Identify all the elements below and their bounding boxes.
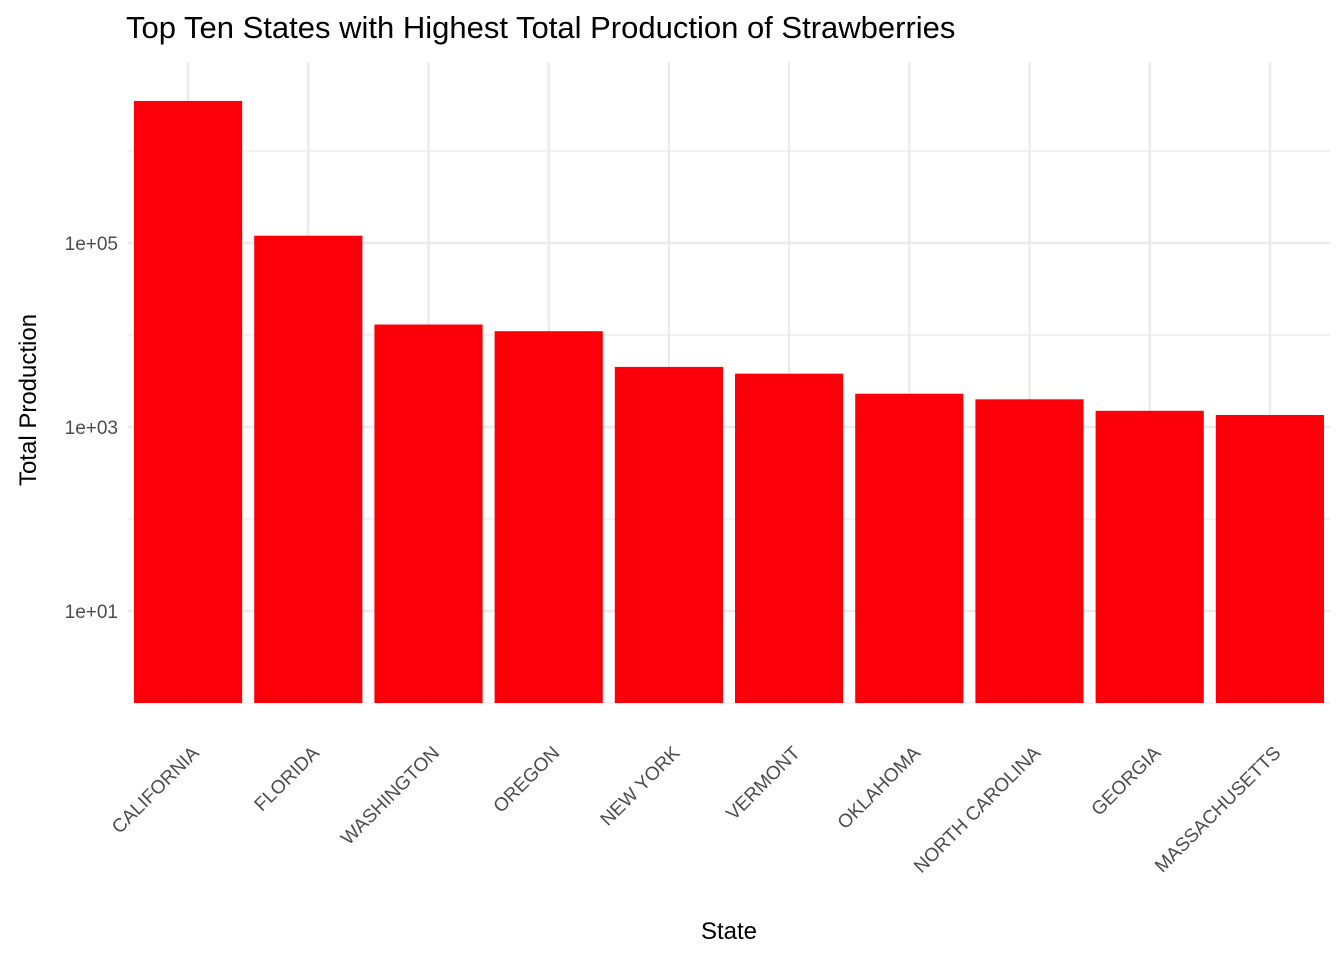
y-axis-ticks: 1e+01 1e+03 1e+05: [65, 234, 118, 623]
x-tick-label: VERMONT: [723, 742, 805, 824]
x-tick-label: MASSACHUSETTS: [1151, 743, 1285, 877]
bars: [134, 100, 1324, 703]
x-axis-ticks: CALIFORNIA FLORIDA WASHINGTON OREGON NEW YOR…: [108, 742, 1285, 877]
x-tick-label: GEORGIA: [1088, 742, 1166, 820]
x-tick-label: OREGON: [490, 743, 565, 818]
bar-vermont: [735, 373, 844, 703]
bar-washington: [374, 324, 483, 703]
x-tick-label: OKLAHOMA: [834, 742, 925, 833]
bar-oklahoma: [855, 393, 964, 703]
bar-florida: [254, 235, 363, 703]
chart-title: Top Ten States with Highest Total Produc…: [126, 10, 955, 45]
y-axis-title: Total Production: [15, 314, 42, 486]
y-tick-label: 1e+01: [65, 602, 118, 623]
x-tick-label: CALIFORNIA: [108, 742, 204, 838]
x-axis-title: State: [701, 918, 757, 945]
x-tick-label: NORTH CAROLINA: [910, 742, 1045, 877]
x-tick-label: NEW YORK: [597, 742, 685, 830]
bar-oregon: [494, 331, 603, 703]
x-tick-label: WASHINGTON: [337, 743, 444, 850]
y-tick-label: 1e+05: [65, 234, 118, 255]
bar-georgia: [1095, 410, 1204, 703]
y-tick-label: 1e+03: [65, 418, 118, 439]
bar-california: [134, 100, 243, 703]
bar-massachusetts: [1215, 415, 1324, 703]
bar-north-carolina: [975, 399, 1084, 703]
bar-new-york: [614, 366, 723, 703]
x-tick-label: FLORIDA: [251, 742, 324, 815]
